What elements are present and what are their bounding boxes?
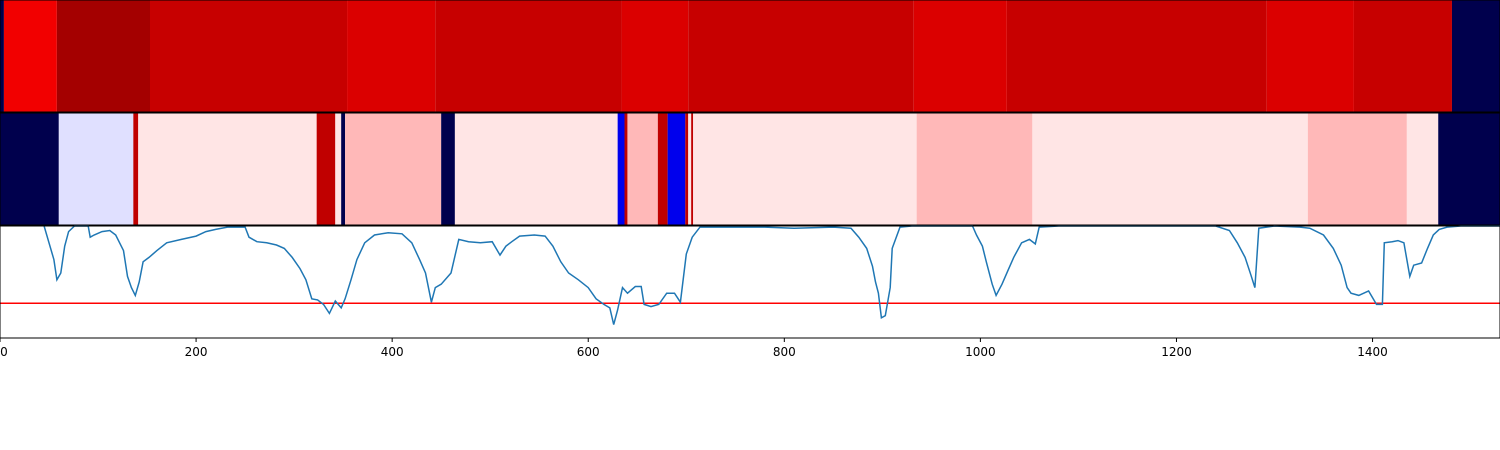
- heatmap-top-cell-11: [1353, 0, 1452, 112]
- heatmap-middle-frame: [0, 112, 1500, 226]
- heatmap-middle-cell-1: [58, 113, 134, 225]
- heatmap-middle-cell-18: [693, 113, 917, 225]
- heatmap-top-cell-3: [150, 0, 348, 112]
- heatmap-top-cell-6: [621, 0, 689, 112]
- heatmap-top-cell-12: [1451, 0, 1500, 112]
- heatmap-middle-cell-20: [1032, 113, 1308, 225]
- heatmap-middle-cell-22: [1406, 113, 1439, 225]
- x-tick-label-1000: 1000: [965, 345, 996, 359]
- heatmap-middle-band: [0, 113, 1500, 225]
- heatmap-middle-cell-11: [624, 113, 628, 225]
- heatmap-middle-cell-9: [454, 113, 618, 225]
- heatmap-middle-cell-5: [335, 113, 342, 225]
- heatmap-middle-cell-21: [1307, 113, 1407, 225]
- x-tick-label-600: 600: [577, 345, 600, 359]
- x-tick-label-200: 200: [185, 345, 208, 359]
- heatmap-middle-cell-16: [688, 113, 692, 225]
- heatmap-middle-cell-2: [133, 113, 139, 225]
- heatmap-top-cell-8: [913, 0, 1007, 112]
- heatmap-middle-cell-4: [316, 113, 336, 225]
- heatmap-middle-cell-17: [691, 113, 694, 225]
- x-tick-label-1200: 1200: [1161, 345, 1192, 359]
- line-plot-panel: [0, 225, 1500, 325]
- heatmap-middle-cell-7: [345, 113, 442, 225]
- heatmap-top-cell-1: [3, 0, 57, 112]
- heatmap-top-cell-0: [0, 0, 4, 112]
- heatmap-top-band: [0, 0, 1500, 112]
- heatmap-top-cell-5: [435, 0, 622, 112]
- series-line: [43, 225, 1500, 325]
- heatmap-top-frame: [0, 0, 1500, 113]
- x-axis: 0 200 400 600 800 1000 1200 1400: [0, 338, 1388, 359]
- heatmap-middle-cell-15: [685, 113, 689, 225]
- heatmap-middle-cell-23: [1438, 113, 1500, 225]
- heatmap-middle-cell-3: [138, 113, 317, 225]
- heatmap-top-cell-2: [56, 0, 150, 112]
- x-tick-label-0: 0: [0, 345, 8, 359]
- heatmap-middle-cell-14: [667, 113, 686, 225]
- x-tick-label-400: 400: [381, 345, 404, 359]
- heatmap-middle-cell-12: [627, 113, 658, 225]
- heatmap-middle-cell-10: [617, 113, 625, 225]
- line-plot-frame: [0, 225, 1500, 339]
- heatmap-middle-cell-19: [916, 113, 1033, 225]
- x-tick-label-800: 800: [773, 345, 796, 359]
- x-tick-label-1400: 1400: [1357, 345, 1388, 359]
- heatmap-middle-cell-0: [0, 113, 59, 225]
- heatmap-top-cell-10: [1266, 0, 1354, 112]
- heatmap-middle-cell-13: [657, 113, 668, 225]
- heatmap-middle-cell-6: [341, 113, 346, 225]
- heatmap-middle-cell-8: [441, 113, 455, 225]
- heatmap-top-cell-7: [688, 0, 914, 112]
- heatmap-top-cell-9: [1006, 0, 1267, 112]
- heatmap-top-cell-4: [347, 0, 436, 112]
